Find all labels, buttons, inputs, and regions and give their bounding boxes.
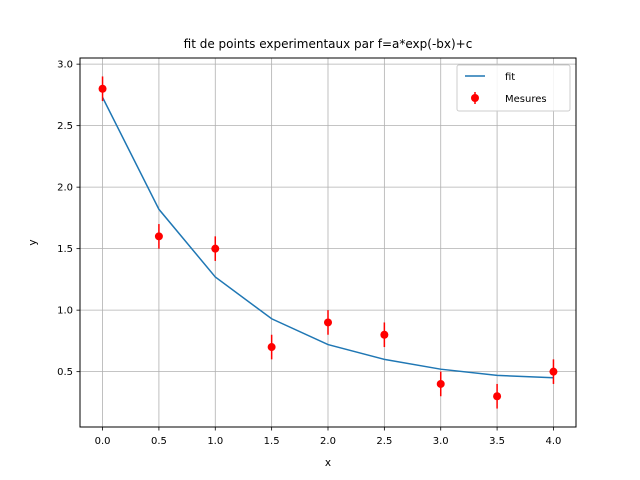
fit-line	[101, 97, 554, 379]
chart-title: fit de points experimentaux par f=a*exp(…	[184, 37, 473, 51]
x-tick-label: 2.0	[320, 436, 336, 447]
data-point	[324, 318, 332, 327]
x-tick-label: 0.5	[151, 436, 167, 447]
x-tick-label: 0.0	[95, 436, 111, 447]
x-tick-label: 3.0	[433, 436, 449, 447]
legend-fit-label: fit	[505, 72, 515, 83]
x-tick-label: 1.5	[264, 436, 280, 447]
x-tick-label: 4.0	[546, 436, 562, 447]
data-point	[98, 84, 107, 93]
y-tick-label: 2.0	[57, 183, 73, 194]
data-point	[436, 379, 445, 388]
data-point	[267, 343, 276, 352]
legend-box	[456, 64, 571, 112]
y-axis-label: y	[27, 239, 39, 245]
data-point	[549, 367, 558, 376]
series-layer	[98, 76, 558, 409]
y-tick-label: 2.5	[57, 121, 73, 132]
y-tick-label: 0.5	[57, 367, 73, 378]
legend: fit Mesures	[456, 64, 571, 112]
x-tick-label: 1.0	[207, 436, 223, 447]
y-tick-label: 1.0	[57, 306, 73, 317]
x-axis-label: x	[325, 457, 331, 469]
x-tick-label: 3.5	[489, 436, 505, 447]
x-tick-label: 2.5	[376, 436, 392, 447]
legend-mesures-marker	[471, 94, 479, 102]
data-point	[211, 244, 220, 253]
ticks: 0.0 0.5 1.0 1.5 2.0 2.5 3.0 3.5 4.0 0.5 1.0 1.5 2.0 2…	[57, 60, 561, 447]
legend-mesures-label: Mesures	[505, 94, 547, 105]
data-point	[154, 232, 163, 241]
y-tick-label: 1.5	[57, 244, 73, 255]
data-point	[380, 330, 389, 339]
data-point	[493, 392, 502, 401]
y-tick-label: 3.0	[57, 60, 73, 71]
